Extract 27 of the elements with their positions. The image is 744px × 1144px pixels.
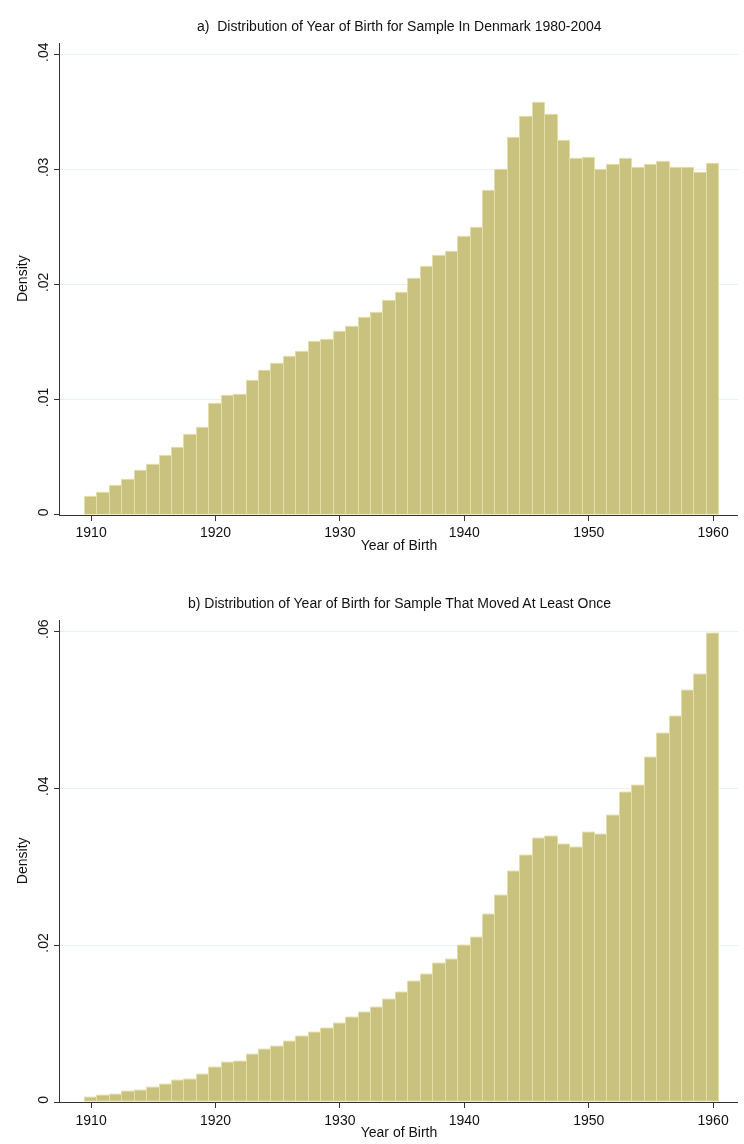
y-tick-label: .02 — [35, 272, 52, 293]
x-tick-label: 1930 — [324, 1111, 356, 1128]
x-tick-label: 1920 — [199, 1111, 232, 1128]
x-tick-label: 1930 — [324, 524, 356, 541]
x-tick-label: 1960 — [697, 1111, 729, 1128]
x-tick-label: 1910 — [75, 524, 107, 541]
x-axis-title: Year of Birth — [360, 1124, 438, 1141]
y-axis-title: Density — [14, 255, 30, 303]
y-tick-label: 0 — [35, 508, 52, 517]
y-tick-label: .04 — [35, 42, 52, 62]
x-tick-label: 1940 — [448, 1111, 481, 1128]
y-axis-title: Density — [14, 837, 30, 885]
y-tick-label: .03 — [35, 157, 52, 178]
y-tick-label: .06 — [35, 619, 52, 639]
y-tick-label: .01 — [35, 387, 52, 408]
chart-title: b) Distribution of Year of Birth for Sample That Moved At Least Once — [188, 595, 612, 611]
y-tick-label: 0 — [35, 1095, 52, 1104]
x-tick-label: 1920 — [199, 524, 232, 541]
x-tick-label: 1910 — [75, 1111, 107, 1128]
y-tick-label: .02 — [35, 933, 52, 953]
chart-title: a) Distribution of Year of Birth for Sample In Denmark 1980-2004 — [197, 18, 602, 34]
x-tick-label: 1960 — [697, 524, 729, 541]
x-tick-label: 1940 — [448, 524, 481, 541]
x-axis-title: Year of Birth — [360, 536, 438, 553]
x-tick-label: 1950 — [573, 524, 605, 541]
x-tick-label: 1950 — [573, 1111, 605, 1128]
y-tick-label: .04 — [35, 776, 52, 796]
